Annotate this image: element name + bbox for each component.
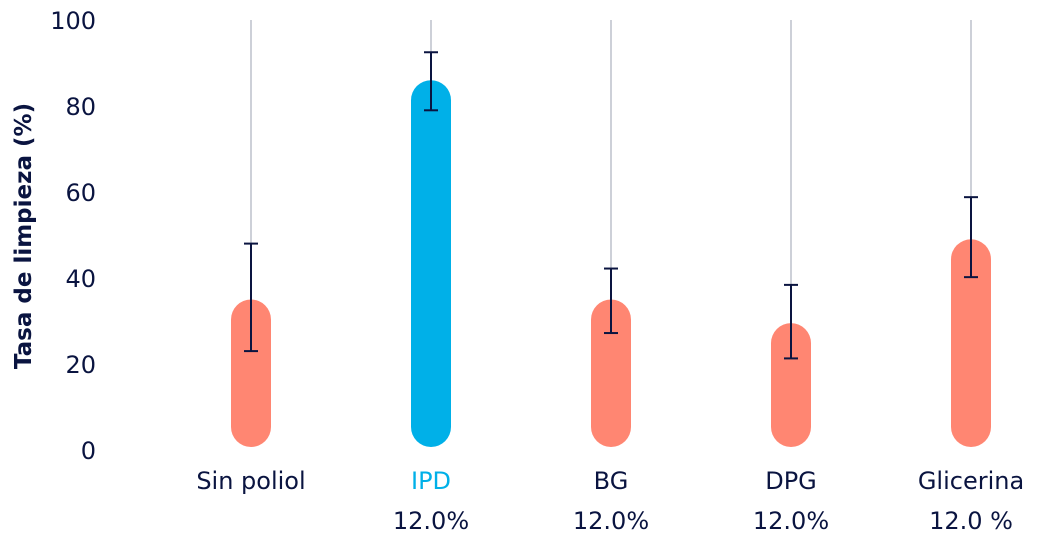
y-tick-label: 20 xyxy=(65,351,96,379)
y-axis-title: Tasa de limpieza (%) xyxy=(11,103,37,369)
x-tick-sublabel: 12.0% xyxy=(393,507,469,535)
x-tick-sublabel: 12.0% xyxy=(573,507,649,535)
x-tick-label: BG xyxy=(594,467,629,495)
y-tick-label: 0 xyxy=(81,437,96,465)
x-tick-sublabel: 12.0 % xyxy=(929,507,1013,535)
bar-sin-poliol xyxy=(231,299,271,447)
bar-dpg xyxy=(771,323,811,447)
x-tick-label: DPG xyxy=(765,467,817,495)
y-tick-label: 80 xyxy=(65,93,96,121)
bar-bg xyxy=(591,299,631,447)
y-tick-label: 100 xyxy=(50,7,96,35)
x-tick-sublabel: 12.0% xyxy=(753,507,829,535)
x-tick-label: Sin poliol xyxy=(196,467,305,495)
x-tick-label: IPD xyxy=(411,467,451,495)
y-tick-label: 60 xyxy=(65,179,96,207)
x-tick-label: Glicerina xyxy=(918,467,1024,495)
y-tick-label: 40 xyxy=(65,265,96,293)
bar-ipd xyxy=(411,80,451,447)
bar-glicerina xyxy=(951,239,991,447)
